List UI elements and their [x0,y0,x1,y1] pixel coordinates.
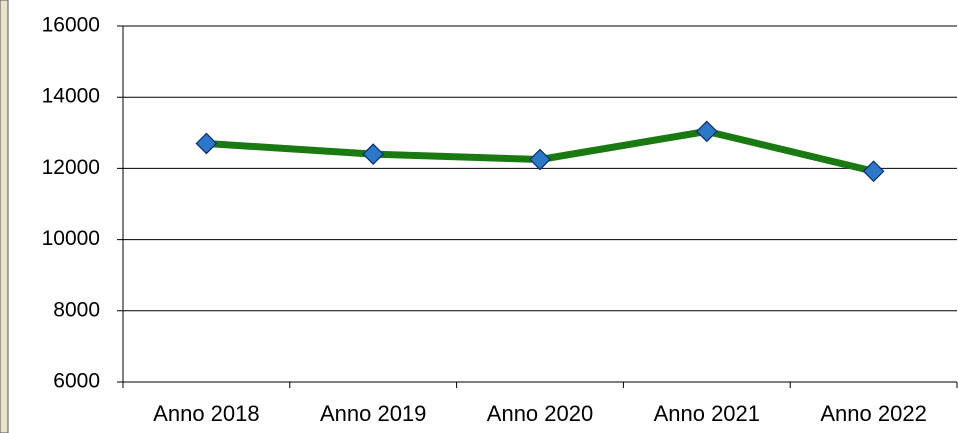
x-tick-label: Anno 2018 [153,401,259,426]
marker [362,143,385,166]
y-tick-label: 16000 [42,14,100,37]
y-tick-label: 6000 [53,370,100,393]
y-tick-label: 14000 [42,85,100,108]
x-tick-label: Anno 2022 [820,401,926,426]
x-tick-label: Anno 2021 [654,401,760,426]
y-tick-label: 12000 [42,156,100,179]
y-tick-label: 8000 [53,298,100,321]
x-tick-label: Anno 2019 [320,401,426,426]
y-tick-label: 10000 [42,227,100,250]
marker [862,160,885,183]
x-tick-label: Anno 2020 [487,401,593,426]
frame-edge [0,0,9,433]
marker [195,132,218,155]
marker [695,120,718,143]
marker [529,148,551,171]
